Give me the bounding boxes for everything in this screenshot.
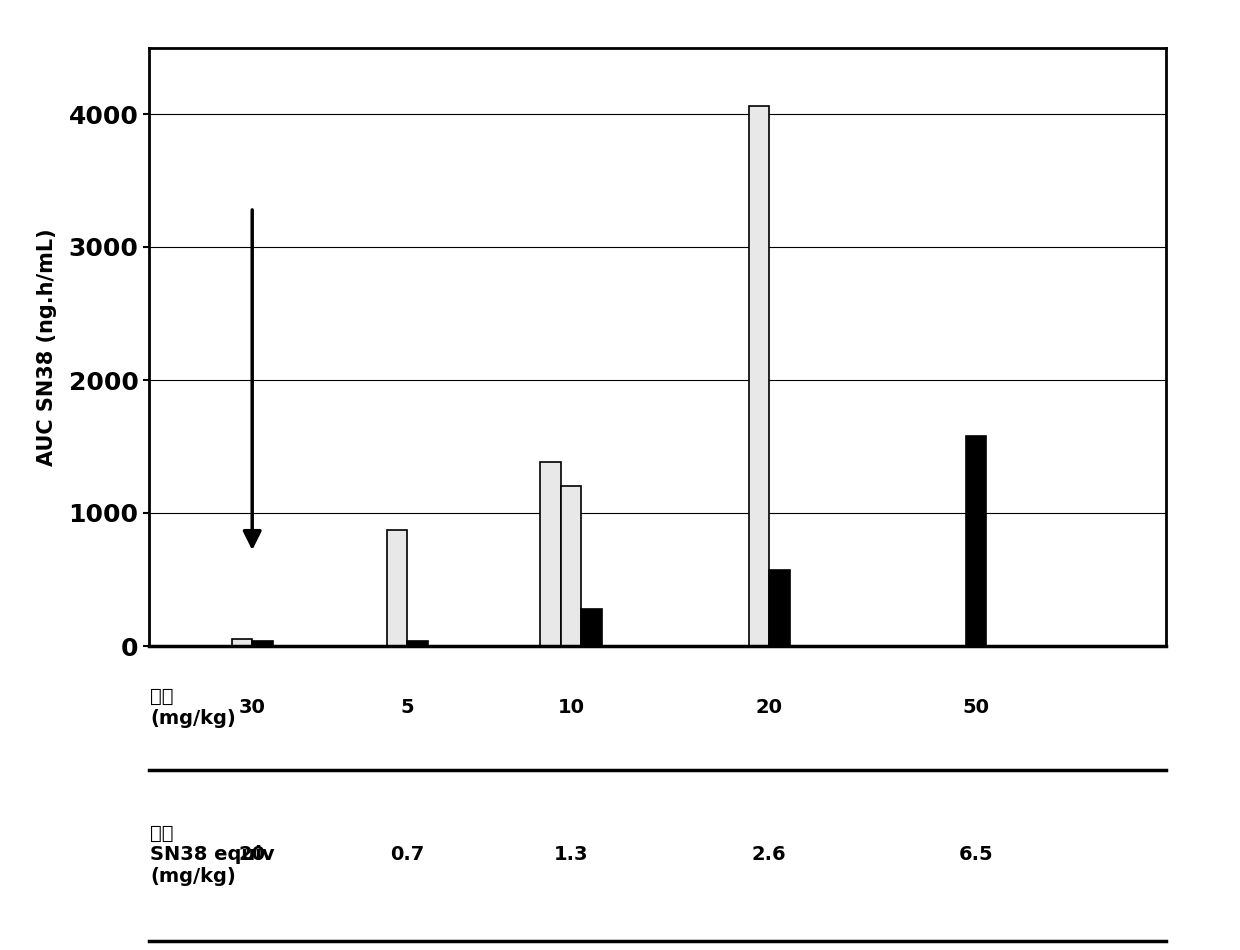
Bar [560, 486, 582, 646]
Bar [539, 463, 560, 646]
Bar [252, 640, 273, 646]
Text: 20: 20 [239, 846, 265, 864]
Bar [387, 530, 407, 646]
Text: 50: 50 [962, 698, 990, 717]
Bar [407, 640, 428, 646]
Text: 1.3: 1.3 [554, 846, 588, 864]
Text: 剂量
SN38 equiv
(mg/kg): 剂量 SN38 equiv (mg/kg) [150, 824, 275, 886]
Text: 6.5: 6.5 [959, 846, 993, 864]
Bar [769, 570, 790, 646]
Bar [232, 639, 252, 646]
Text: 5: 5 [401, 698, 414, 717]
Y-axis label: AUC SN38 (ng.h/mL): AUC SN38 (ng.h/mL) [37, 228, 57, 466]
Text: 10: 10 [558, 698, 584, 717]
Bar [582, 609, 603, 646]
Text: 0.7: 0.7 [391, 846, 424, 864]
Text: 2.6: 2.6 [751, 846, 786, 864]
Text: 剂量
(mg/kg): 剂量 (mg/kg) [150, 687, 236, 729]
Bar [749, 106, 769, 646]
Text: 20: 20 [755, 698, 782, 717]
Bar [966, 436, 986, 646]
Text: 30: 30 [239, 698, 265, 717]
